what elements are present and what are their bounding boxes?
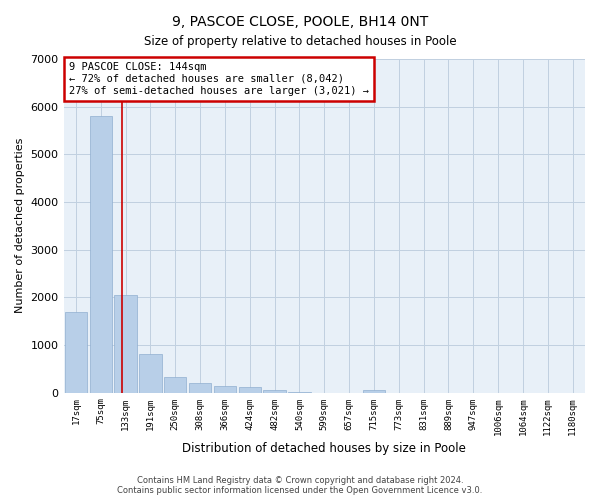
Text: Contains HM Land Registry data © Crown copyright and database right 2024.
Contai: Contains HM Land Registry data © Crown c… <box>118 476 482 495</box>
Bar <box>115 295 137 392</box>
X-axis label: Distribution of detached houses by size in Poole: Distribution of detached houses by size … <box>182 442 466 455</box>
Bar <box>139 354 161 393</box>
Bar <box>214 386 236 392</box>
Bar <box>363 390 385 392</box>
Text: 9, PASCOE CLOSE, POOLE, BH14 0NT: 9, PASCOE CLOSE, POOLE, BH14 0NT <box>172 15 428 29</box>
Text: 9 PASCOE CLOSE: 144sqm
← 72% of detached houses are smaller (8,042)
27% of semi-: 9 PASCOE CLOSE: 144sqm ← 72% of detached… <box>69 62 369 96</box>
Bar <box>263 390 286 392</box>
Bar <box>189 383 211 392</box>
Bar <box>89 116 112 392</box>
Text: Size of property relative to detached houses in Poole: Size of property relative to detached ho… <box>143 35 457 48</box>
Bar <box>164 378 187 392</box>
Bar <box>239 388 261 392</box>
Bar <box>65 312 87 392</box>
Y-axis label: Number of detached properties: Number of detached properties <box>15 138 25 314</box>
